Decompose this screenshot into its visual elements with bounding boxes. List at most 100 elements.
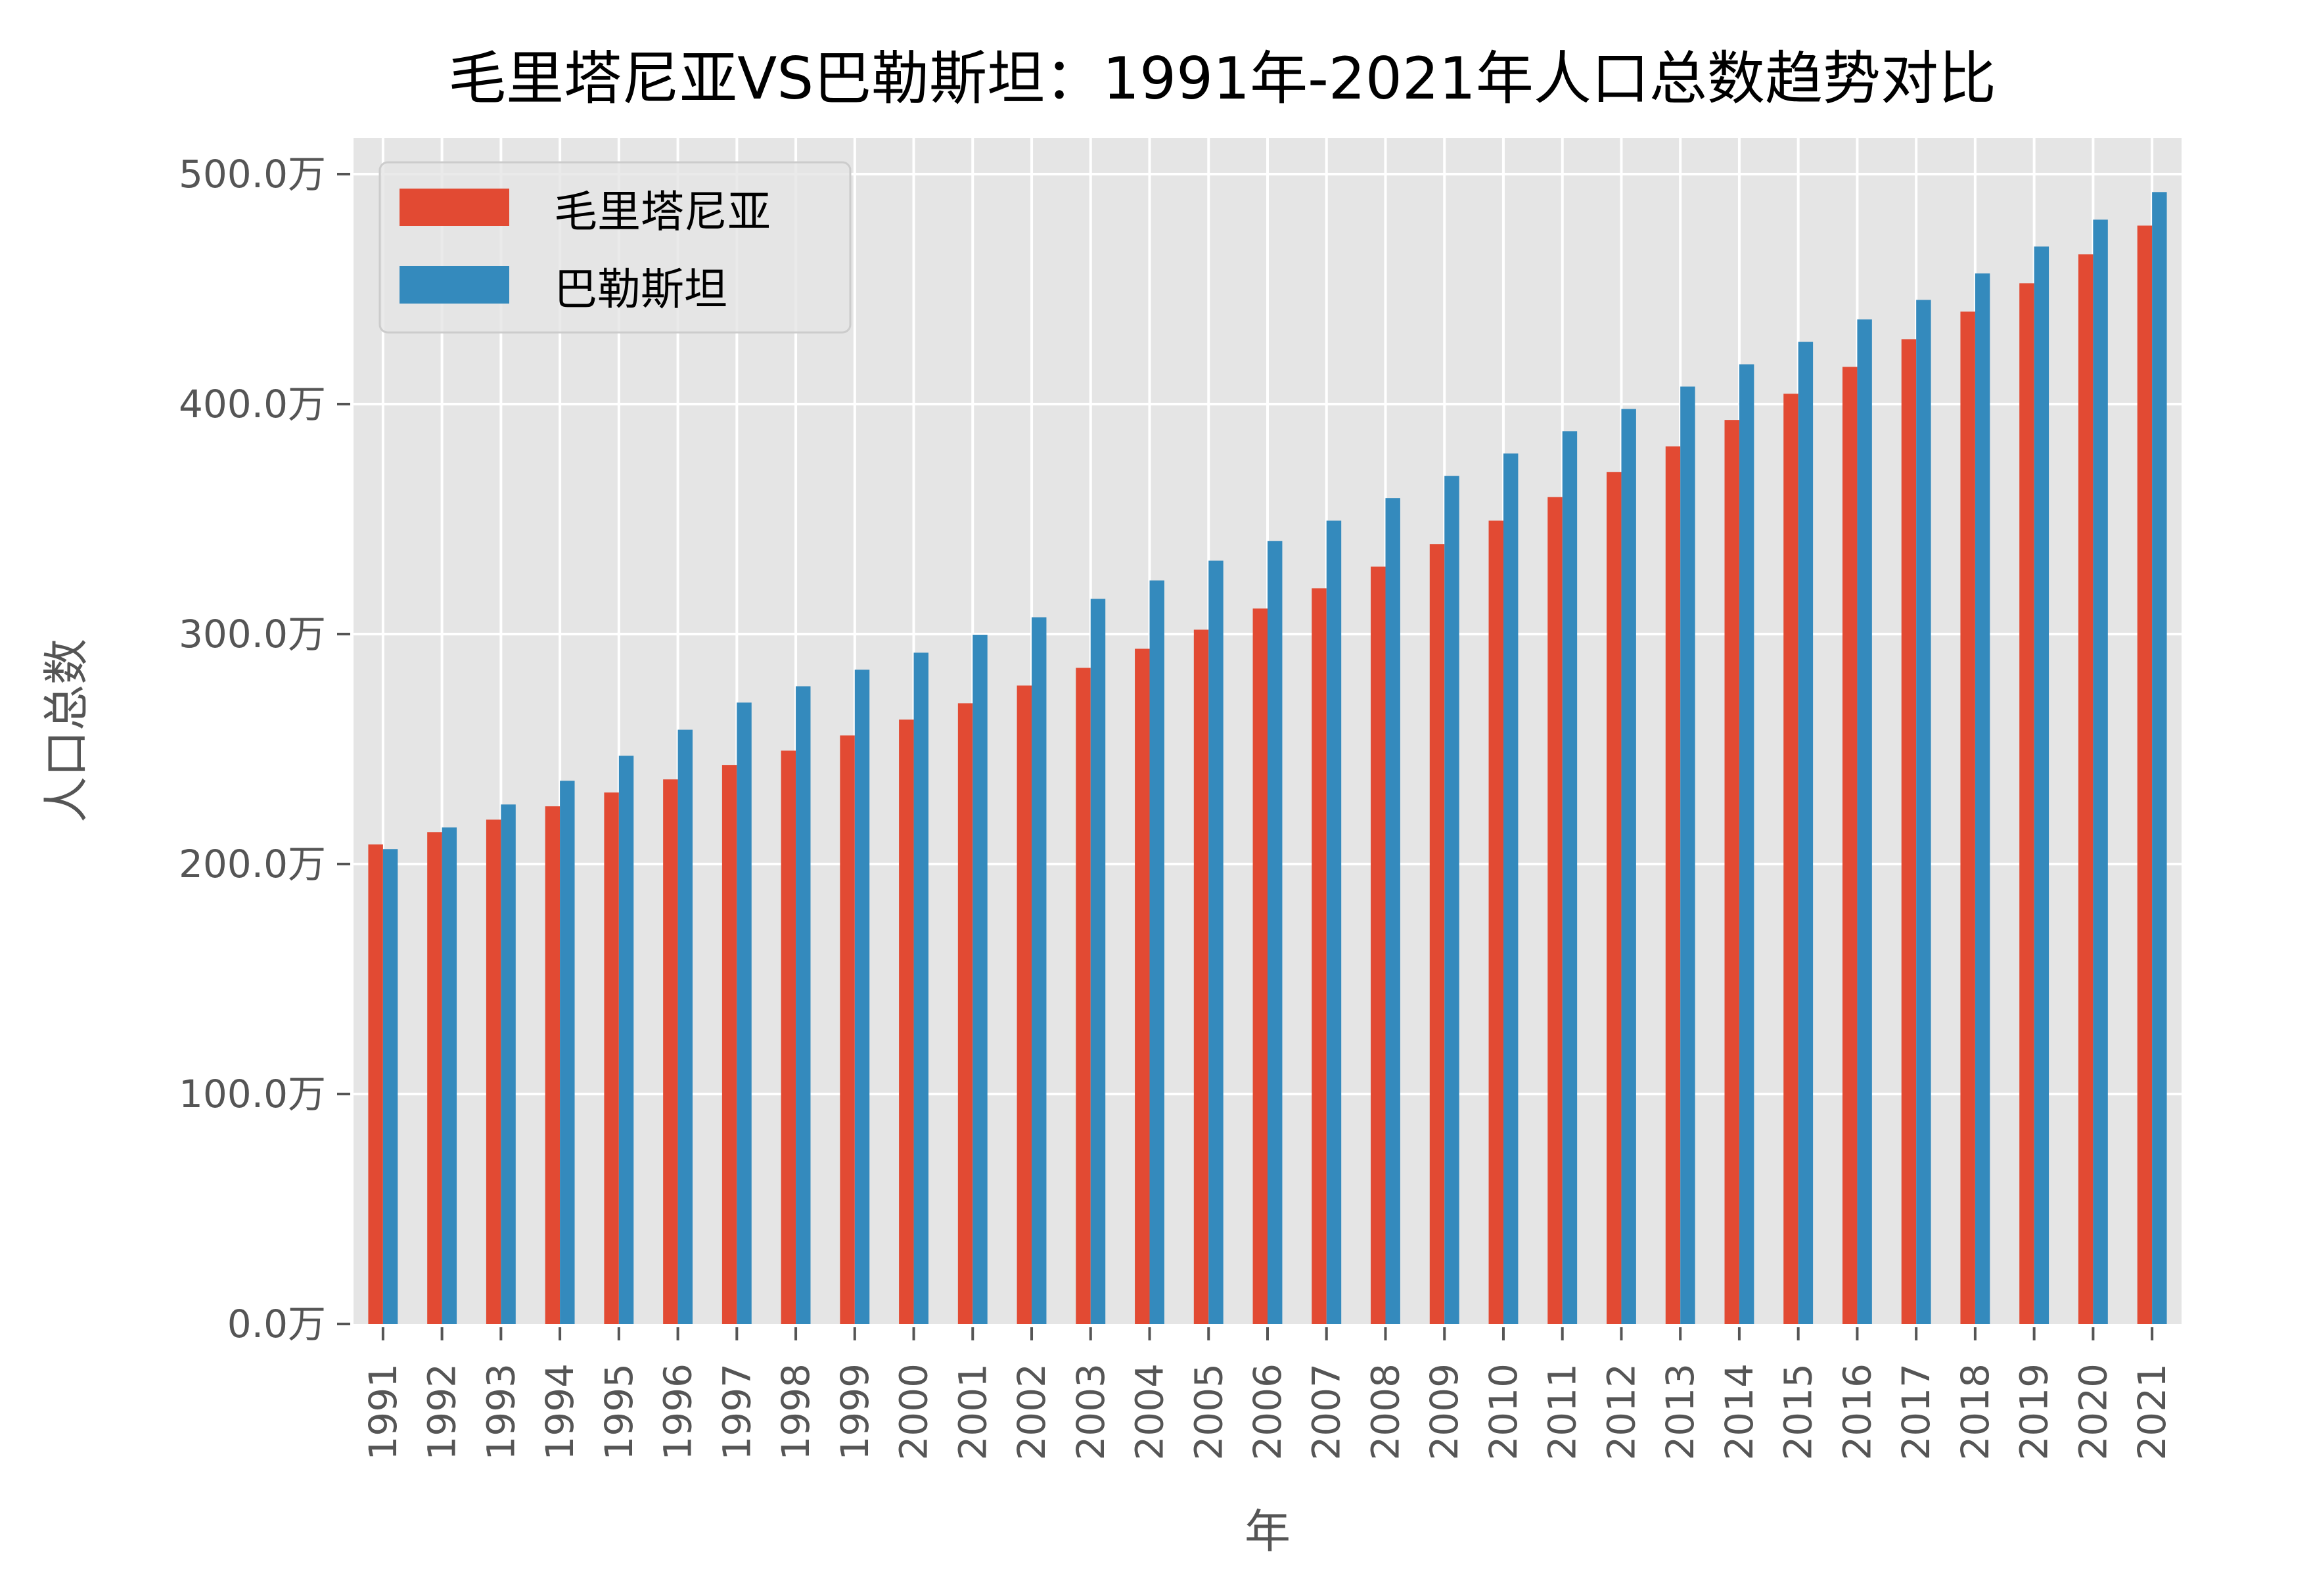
- x-tick-label: 2016: [1835, 1363, 1879, 1461]
- bar-palestine: [1385, 498, 1400, 1324]
- legend-label-mauritania: 毛里塔尼亚: [554, 187, 771, 237]
- bar-palestine: [1975, 273, 1990, 1325]
- bar-palestine: [854, 670, 870, 1324]
- x-tick-label: 1997: [714, 1363, 759, 1461]
- y-tick-label: 100.0万: [179, 1072, 326, 1116]
- bar-mauritania: [545, 806, 561, 1324]
- bar-palestine: [1739, 364, 1754, 1325]
- x-tick-label: 2013: [1658, 1363, 1703, 1461]
- x-tick-label: 2003: [1068, 1363, 1113, 1461]
- bar-mauritania: [1371, 566, 1386, 1325]
- x-tick-label: 2000: [892, 1363, 936, 1461]
- x-tick-label: 1995: [597, 1363, 641, 1461]
- x-tick-label: 1993: [478, 1363, 523, 1461]
- bar-palestine: [560, 781, 575, 1324]
- bar-mauritania: [1076, 668, 1091, 1324]
- bar-mauritania: [1665, 446, 1681, 1324]
- x-tick-label: 2014: [1717, 1363, 1762, 1461]
- bar-palestine: [2152, 192, 2167, 1324]
- bar-palestine: [972, 635, 988, 1324]
- x-tick-label: 1998: [773, 1363, 818, 1461]
- bar-mauritania: [1488, 520, 1503, 1325]
- bar-palestine: [1680, 386, 1695, 1324]
- y-tick-label: 500.0万: [179, 152, 326, 196]
- legend-swatch-palestine: [400, 266, 509, 304]
- bar-palestine: [1268, 541, 1283, 1324]
- x-tick-label: 2012: [1599, 1363, 1643, 1461]
- bar-mauritania: [1901, 339, 1917, 1324]
- x-tick-label: 2008: [1363, 1363, 1407, 1461]
- chart-title: 毛里塔尼亚VS巴勒斯坦：1991年-2021年人口总数趋势对比: [448, 45, 1996, 112]
- bar-palestine: [382, 849, 398, 1324]
- x-tick-label: 2017: [1894, 1363, 1938, 1461]
- bar-mauritania: [1252, 608, 1268, 1324]
- bar-mauritania: [1724, 420, 1739, 1324]
- bar-palestine: [737, 702, 752, 1324]
- x-tick-label: 2021: [2130, 1363, 2174, 1461]
- y-tick-label: 300.0万: [179, 612, 326, 656]
- x-tick-label: 2006: [1245, 1363, 1290, 1461]
- bar-palestine: [1621, 409, 1636, 1324]
- x-axis-label: 年: [1245, 1505, 1291, 1559]
- bar-palestine: [2093, 219, 2108, 1324]
- x-axis: 1991 1992 1993 1994 1995 1996 1997 1998 1999 2000…: [361, 1327, 2174, 1461]
- bar-mauritania: [1960, 311, 1975, 1324]
- bar-mauritania: [1429, 544, 1445, 1324]
- x-tick-label: 2010: [1481, 1363, 1526, 1461]
- bar-palestine: [1032, 617, 1047, 1325]
- x-tick-label: 2020: [2071, 1363, 2115, 1461]
- bar-mauritania: [899, 719, 914, 1324]
- bar-palestine: [442, 827, 457, 1324]
- x-tick-label: 1999: [833, 1363, 877, 1461]
- bar-mauritania: [1842, 367, 1858, 1324]
- bar-palestine: [2034, 246, 2049, 1324]
- y-axis-label: 人口总数: [39, 639, 93, 823]
- bar-mauritania: [1135, 649, 1150, 1324]
- bar-mauritania: [781, 750, 796, 1324]
- bar-palestine: [1562, 431, 1578, 1324]
- bar-palestine: [1798, 342, 1814, 1324]
- x-tick-label: 2015: [1776, 1363, 1821, 1461]
- legend: 毛里塔尼亚 巴勒斯坦: [378, 161, 852, 334]
- x-tick-label: 1991: [361, 1363, 405, 1461]
- bar-mauritania: [1312, 588, 1327, 1324]
- bar-mauritania: [663, 779, 678, 1324]
- x-tick-label: 2002: [1009, 1363, 1054, 1461]
- y-tick-label: 200.0万: [179, 842, 326, 886]
- bar-mauritania: [2137, 225, 2153, 1324]
- bars: [368, 192, 2167, 1325]
- bar-palestine: [796, 686, 811, 1324]
- x-tick-label: 2011: [1540, 1363, 1585, 1461]
- x-tick-label: 2005: [1186, 1363, 1231, 1461]
- x-tick-label: 1994: [538, 1363, 582, 1461]
- bar-palestine: [677, 729, 693, 1324]
- bar-mauritania: [957, 703, 973, 1324]
- bar-palestine: [1503, 453, 1519, 1324]
- bar-mauritania: [1193, 629, 1209, 1324]
- bar-palestine: [1208, 560, 1224, 1324]
- bar-mauritania: [2019, 283, 2034, 1324]
- y-axis: 0.0万 100.0万 200.0万 300.0万 400.0万 500.0万: [179, 152, 350, 1346]
- bar-mauritania: [1607, 472, 1622, 1324]
- x-tick-label: 2001: [950, 1363, 995, 1461]
- bar-mauritania: [721, 765, 737, 1324]
- bar-mauritania: [840, 735, 855, 1324]
- bar-mauritania: [427, 832, 442, 1324]
- bar-mauritania: [486, 819, 501, 1324]
- bar-mauritania: [1017, 685, 1032, 1324]
- bar-palestine: [501, 804, 516, 1324]
- bar-palestine: [618, 756, 634, 1324]
- bar-palestine: [1444, 476, 1459, 1325]
- x-tick-label: 2007: [1304, 1363, 1349, 1461]
- legend-swatch-mauritania: [400, 189, 509, 226]
- bar-palestine: [1916, 300, 1931, 1325]
- bar-mauritania: [604, 792, 619, 1324]
- bar-mauritania: [368, 844, 383, 1324]
- legend-label-palestine: 巴勒斯坦: [554, 264, 727, 315]
- x-tick-label: 1992: [420, 1363, 465, 1461]
- bar-palestine: [1090, 599, 1106, 1325]
- bar-mauritania: [1783, 394, 1798, 1324]
- x-tick-label: 2019: [2012, 1363, 2057, 1461]
- x-tick-label: 2018: [1953, 1363, 1998, 1461]
